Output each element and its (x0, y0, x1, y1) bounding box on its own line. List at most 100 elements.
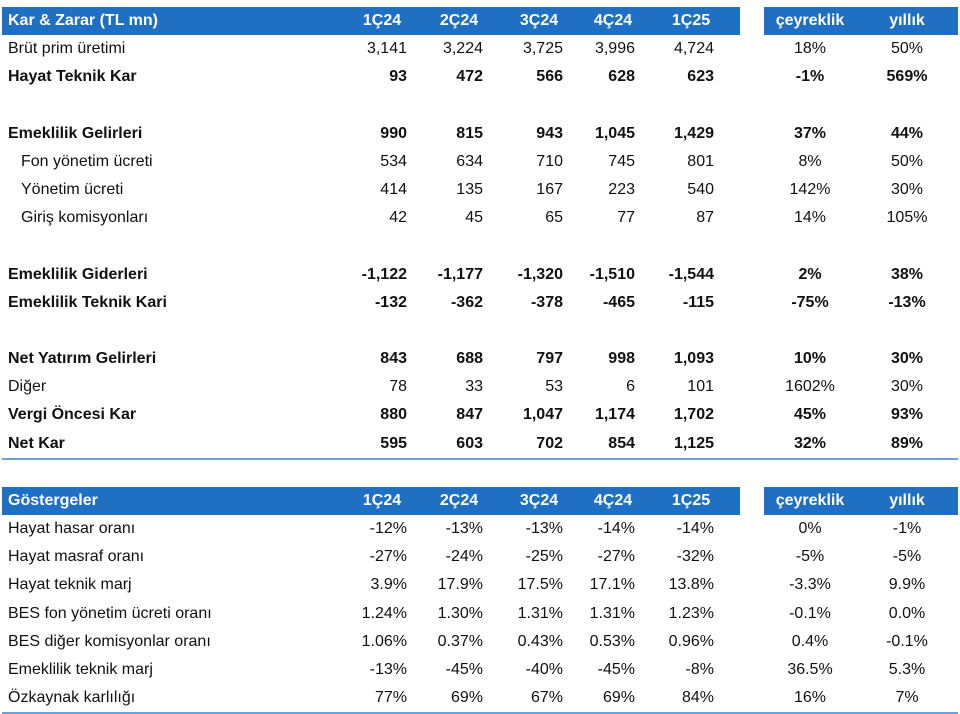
cell-value: 414 (380, 180, 407, 198)
cell-value: 30% (890, 378, 924, 396)
cell-value: 38% (890, 265, 924, 283)
cell-value: 569% (886, 68, 928, 86)
cell-value: 50% (890, 40, 924, 57)
cell-value: 93 (389, 68, 407, 86)
cell-value: 45 (465, 209, 483, 227)
cell-value: 65 (545, 209, 563, 227)
cell-value: 37% (793, 124, 827, 142)
row-label: Özkaynak karlılığı (8, 689, 136, 707)
cell-value: 1,702 (673, 406, 714, 424)
column-header: çeyreklik (775, 492, 845, 509)
cell-value: 854 (608, 434, 635, 452)
cell-value: -27% (369, 548, 407, 566)
row-label: Yönetim ücreti (21, 180, 124, 198)
spacer-row (2, 91, 958, 119)
cell-value: 5.3% (888, 660, 926, 678)
cell-value: 77 (617, 209, 635, 227)
row-label: Emeklilik Giderleri (8, 265, 148, 283)
cell-value: 1,174 (594, 406, 635, 424)
cell-value: -32% (676, 548, 714, 566)
cell-value: 87 (696, 209, 714, 227)
table-row: Vergi Öncesi Kar 880 847 1,047 1,174 1,702 45%… (2, 401, 958, 429)
table-row: Özkaynak karlılığı 77% 69% 67% 69% 84% 16% 7% (2, 684, 958, 712)
column-header: çeyreklik (775, 12, 845, 29)
spacer-row (2, 317, 958, 345)
row-label: Hayat Teknik Kar (8, 68, 137, 86)
table-row: Hayat masraf oranı -27% -24% -25% -27% -32% -5… (2, 543, 958, 571)
row-label: Net Kar (8, 434, 65, 452)
bottom-rule (2, 457, 958, 460)
row-label: Emeklilik Teknik Kari (8, 293, 167, 311)
cell-value: 1,429 (673, 124, 714, 142)
cell-value: 67% (530, 689, 563, 707)
cell-value: -1,177 (437, 265, 483, 283)
cell-value: 223 (608, 180, 635, 198)
cell-value: -14% (676, 520, 714, 537)
cell-value: 745 (608, 152, 635, 170)
cell-value: 688 (456, 350, 483, 368)
table-row: Hayat Teknik Kar 93 472 566 628 623 -1% 569% (2, 63, 958, 91)
cell-value: -13% (888, 293, 926, 311)
cell-value: 0.4% (791, 632, 829, 650)
cell-value: 1.24% (361, 604, 407, 622)
column-header: 4Ç24 (593, 12, 633, 29)
cell-value: 6 (626, 378, 635, 396)
cell-value: 0% (798, 520, 822, 537)
cell-value: -45% (445, 660, 483, 678)
cell-value: 69% (602, 689, 635, 707)
cell-value: 77% (374, 689, 407, 707)
cell-value: 17.5% (517, 576, 563, 594)
cell-value: 472 (456, 68, 483, 86)
cell-value: 2% (798, 265, 822, 283)
cell-value: 801 (687, 152, 714, 170)
table-header: Kar & Zarar (TL mn) 1Ç24 2Ç24 3Ç24 4Ç24 1Ç25 ç… (2, 7, 958, 35)
cell-value: 3,224 (442, 40, 483, 57)
cell-value: -12% (369, 520, 407, 537)
row-label: Brüt prim üretimi (8, 40, 126, 57)
cell-value: 30% (890, 180, 924, 198)
table-title: Kar & Zarar (TL mn) (8, 12, 158, 29)
cell-value: -1,320 (517, 265, 563, 283)
cell-value: 93% (890, 406, 924, 424)
cell-value: 16% (793, 689, 827, 707)
row-label: BES diğer komisyonlar oranı (8, 632, 211, 650)
cell-value: -1,122 (361, 265, 407, 283)
cell-value: 1,093 (673, 350, 714, 368)
row-label: Vergi Öncesi Kar (8, 406, 137, 424)
cell-value: 50% (890, 152, 924, 170)
cell-value: -25% (525, 548, 563, 566)
row-label: Net Yatırım Gelirleri (8, 350, 157, 368)
cell-value: 4,724 (673, 40, 714, 57)
cell-value: -13% (445, 520, 483, 537)
cell-value: 603 (456, 434, 483, 452)
cell-value: 880 (380, 406, 407, 424)
cell-value: -1,510 (589, 265, 635, 283)
cell-value: 1,045 (594, 124, 635, 142)
cell-value: 3.9% (370, 576, 407, 594)
column-header: 2Ç24 (439, 12, 479, 29)
column-header: 1Ç25 (671, 12, 711, 29)
cell-value: 1.23% (668, 604, 714, 622)
table-row: Net Yatırım Gelirleri 843 688 797 998 1,093 10… (2, 345, 958, 373)
cell-value: 702 (536, 434, 563, 452)
cell-value: 135 (456, 180, 483, 198)
cell-value: 1.30% (437, 604, 483, 622)
row-label: Hayat masraf oranı (8, 548, 145, 566)
row-label: Fon yönetim ücreti (21, 152, 153, 170)
cell-value: -5% (795, 548, 825, 566)
column-header: 3Ç24 (519, 492, 559, 509)
cell-value: 595 (380, 434, 407, 452)
cell-value: 30% (890, 350, 924, 368)
cell-value: 1,047 (522, 406, 563, 424)
cell-value: 101 (687, 378, 714, 396)
column-header: 1Ç24 (362, 492, 402, 509)
table-row: Hayat teknik marj 3.9% 17.9% 17.5% 17.1% 13.8… (2, 571, 958, 599)
cell-value: -40% (525, 660, 563, 678)
profit-loss-table: Kar & Zarar (TL mn) 1Ç24 2Ç24 3Ç24 4Ç24 1Ç25 ç… (2, 7, 958, 460)
column-header: 2Ç24 (439, 492, 479, 509)
cell-value: 566 (536, 68, 563, 86)
column-header: 1Ç24 (362, 12, 402, 29)
cell-value: 42 (389, 209, 407, 227)
row-label: Emeklilik teknik marj (8, 660, 153, 678)
cell-value: 78 (389, 378, 407, 396)
